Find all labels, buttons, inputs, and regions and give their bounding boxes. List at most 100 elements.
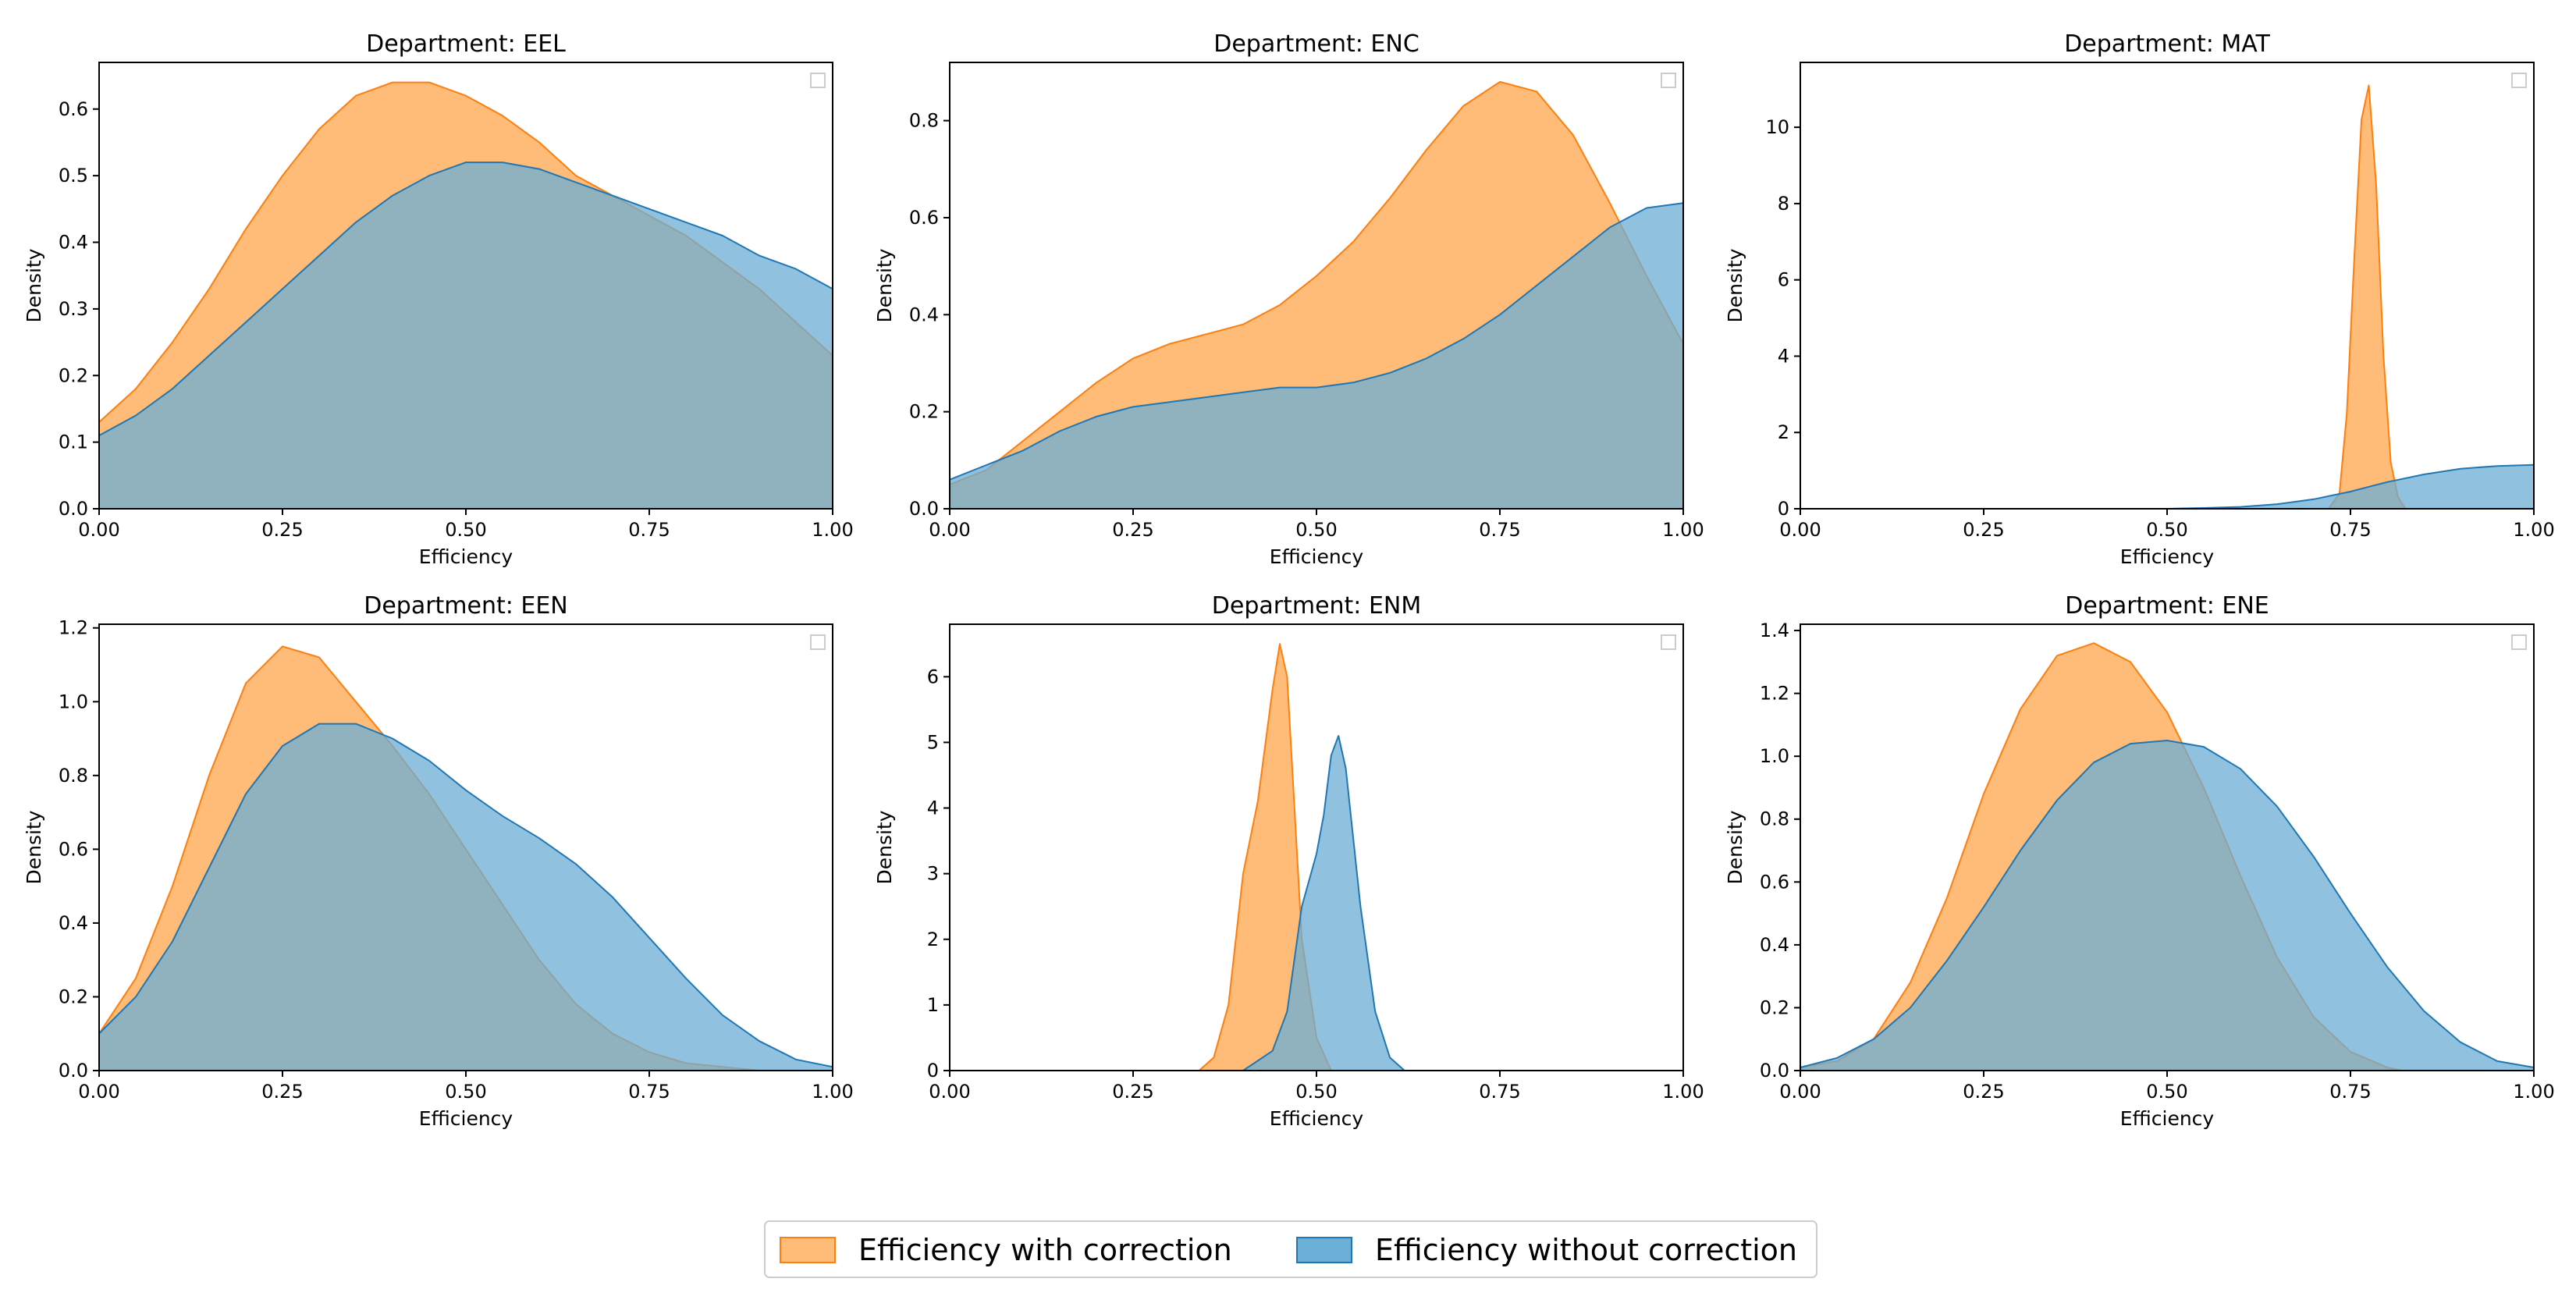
empty-legend-box	[1661, 634, 1676, 650]
empty-legend-box	[2511, 73, 2527, 88]
empty-legend-box	[2511, 634, 2527, 650]
density-area-without-correction	[2166, 463, 2534, 509]
subplot-dept-ene: 0.00 0.25 0.50 0.75 1.00 0.0 0.2 0.4 0.6 0.8 1.0 1.…	[1724, 592, 2555, 1130]
x-tick-label: 1.00	[812, 519, 853, 541]
y-tick-label: 2	[1778, 421, 1789, 443]
y-tick-label: 0.0	[59, 1060, 88, 1081]
legend-swatch-with-correction	[780, 1237, 836, 1263]
density-area-without-correction	[1242, 735, 1405, 1071]
y-tick-label: 0.2	[1760, 996, 1789, 1018]
x-axis-label: Efficiency	[2120, 545, 2215, 568]
density-area-with-correction	[2327, 84, 2407, 509]
x-tick-label: 0.75	[1479, 519, 1520, 541]
y-axis-label: Density	[1724, 248, 1746, 322]
y-tick-label: 2	[927, 929, 939, 950]
x-tick-label: 1.00	[812, 1081, 853, 1103]
y-tick-label: 0.2	[59, 986, 88, 1007]
y-tick-label: 0.4	[1760, 934, 1789, 956]
y-tick-label: 0.8	[909, 110, 939, 132]
figure-legend: Efficiency with correction Efficiency wi…	[764, 1220, 1817, 1278]
plot-area	[1800, 642, 2534, 1071]
x-tick-label: 0.25	[261, 1081, 303, 1103]
y-tick-label: 0.0	[59, 498, 88, 520]
x-tick-label: 0.75	[628, 519, 670, 541]
x-tick-label: 0.00	[78, 1081, 119, 1103]
x-tick-label: 1.00	[1662, 1081, 1704, 1103]
y-tick-label: 0.0	[1760, 1060, 1789, 1081]
x-tick-label: 0.00	[929, 519, 970, 541]
x-tick-label: 0.00	[78, 519, 119, 541]
y-tick-label: 1	[927, 994, 939, 1016]
y-tick-label: 6	[1778, 269, 1789, 291]
legend-label-with-correction: Efficiency with correction	[858, 1233, 1232, 1267]
x-tick-label: 0.00	[929, 1081, 970, 1103]
y-axis-label: Density	[23, 810, 45, 884]
subplot-title: Department: EEL	[366, 30, 566, 58]
subplot-title: Department: ENC	[1213, 30, 1419, 58]
y-tick-label: 1.0	[59, 691, 88, 712]
x-tick-label: 0.75	[2329, 1081, 2371, 1103]
density-area-without-correction	[950, 202, 1683, 509]
legend-frame	[764, 1220, 1817, 1278]
subplot-dept-enm: 0.00 0.25 0.50 0.75 1.00 0 1 2 3 4 5 6 Department: E…	[873, 592, 1704, 1130]
x-tick-label: 1.00	[1662, 519, 1704, 541]
y-tick-label: 1.2	[1760, 683, 1789, 705]
empty-legend-box	[810, 634, 826, 650]
subplot-dept-een: 0.00 0.25 0.50 0.75 1.00 0.0 0.2 0.4 0.6 0.8 1.0 1.…	[23, 592, 854, 1130]
subplot-dept-enc: 0.00 0.25 0.50 0.75 1.00 0.0 0.2 0.4 0.6 0.8 Depar…	[873, 30, 1704, 568]
y-tick-label: 6	[927, 666, 939, 687]
x-tick-label: 0.75	[2329, 519, 2371, 541]
x-tick-label: 0.50	[2146, 519, 2187, 541]
legend-label-without-correction: Efficiency without correction	[1375, 1233, 1797, 1267]
y-tick-label: 0.3	[59, 298, 88, 320]
x-tick-label: 0.25	[261, 519, 303, 541]
x-tick-label: 0.50	[1295, 1081, 1337, 1103]
x-tick-label: 0.75	[628, 1081, 670, 1103]
y-tick-label: 4	[1778, 345, 1789, 367]
plot-area	[99, 645, 833, 1071]
y-tick-label: 8	[1778, 193, 1789, 215]
x-tick-label: 1.00	[2513, 1081, 2554, 1103]
y-tick-label: 0.4	[59, 232, 88, 254]
x-tick-label: 0.50	[2146, 1081, 2187, 1103]
y-tick-label: 1.2	[59, 617, 88, 639]
y-axis-label: Density	[1724, 810, 1746, 884]
x-tick-label: 0.00	[1779, 1081, 1821, 1103]
x-tick-label: 0.75	[1479, 1081, 1520, 1103]
y-tick-label: 10	[1765, 116, 1789, 138]
y-tick-label: 0.0	[909, 498, 939, 520]
y-tick-label: 0.6	[59, 98, 88, 120]
y-tick-label: 0.6	[59, 838, 88, 860]
x-axis-label: Efficiency	[419, 545, 513, 568]
y-tick-label: 0.2	[59, 364, 88, 386]
y-axis-label: Density	[23, 248, 45, 322]
plot-area	[950, 80, 1683, 509]
x-tick-label: 0.50	[445, 1081, 486, 1103]
subplot-dept-eel: 0.00 0.25 0.50 0.75 1.00 0.0 0.1 0.2 0.3 0.4 0.5 0.…	[23, 30, 854, 568]
y-axis-label: Density	[873, 810, 896, 884]
empty-legend-box	[1661, 73, 1676, 88]
y-tick-label: 4	[927, 797, 939, 819]
axes-frame	[1800, 62, 2535, 510]
y-tick-label: 0.6	[909, 207, 939, 229]
x-tick-label: 0.25	[1963, 1081, 2004, 1103]
y-tick-label: 0	[927, 1060, 939, 1081]
y-tick-label: 1.4	[1760, 620, 1789, 641]
x-tick-label: 0.50	[445, 519, 486, 541]
subplot-dept-mat: 0.00 0.25 0.50 0.75 1.00 0 2 4 6 8 10 Department: M…	[1724, 30, 2555, 568]
x-axis-label: Efficiency	[419, 1107, 513, 1130]
plot-area	[1198, 643, 1405, 1071]
density-area-without-correction	[1800, 740, 2534, 1071]
density-area-without-correction	[99, 723, 833, 1071]
y-tick-label: 5	[927, 731, 939, 753]
x-tick-label: 0.25	[1112, 519, 1153, 541]
y-tick-label: 0.8	[59, 765, 88, 787]
x-axis-label: Efficiency	[1270, 545, 1364, 568]
empty-legend-box	[810, 73, 826, 88]
subplot-title: Department: ENM	[1212, 592, 1421, 620]
legend-swatch-without-correction	[1296, 1237, 1352, 1263]
y-tick-label: 3	[927, 863, 939, 885]
y-tick-label: 0.8	[1760, 808, 1789, 830]
plot-area	[99, 81, 833, 509]
x-tick-label: 0.25	[1963, 519, 2004, 541]
